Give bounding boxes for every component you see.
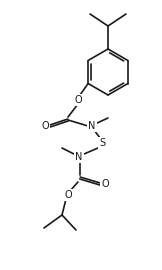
Text: N: N bbox=[75, 152, 83, 162]
Text: S: S bbox=[99, 138, 105, 148]
Text: O: O bbox=[101, 179, 109, 189]
Text: O: O bbox=[41, 121, 49, 131]
Text: N: N bbox=[88, 121, 96, 131]
Text: O: O bbox=[64, 190, 72, 200]
Text: O: O bbox=[74, 95, 82, 105]
